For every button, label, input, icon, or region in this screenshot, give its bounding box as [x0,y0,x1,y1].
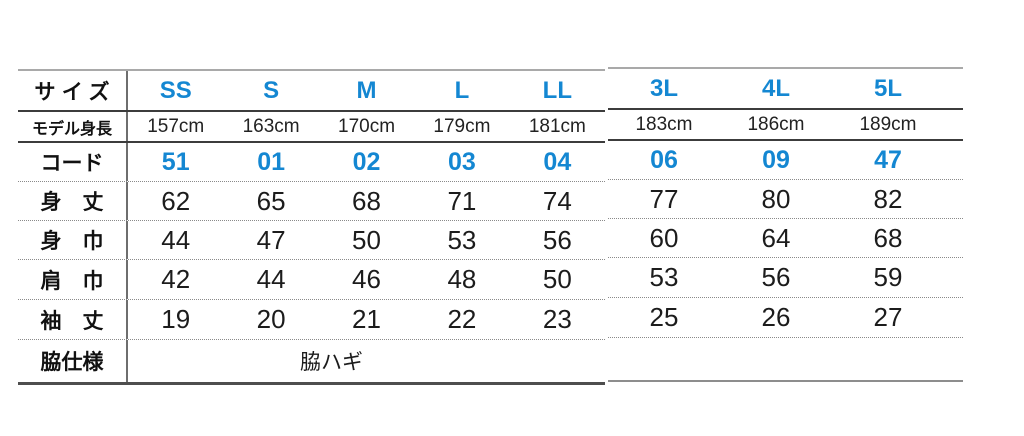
body-width-cell: 50 [352,224,381,255]
sleeve-length-cell: 19 [161,304,191,334]
row-label-shoulder-width: 肩 巾 [18,260,128,299]
model-height-cell: 179cm [433,115,491,137]
size-cell-5l: 5L [873,74,902,102]
code-row-ext: 06 09 47 [608,141,963,180]
code-cell: 51 [161,147,190,176]
side-spec-row-ext [608,338,963,380]
model-height-cell: 163cm [242,115,300,137]
size-cell-ll: LL [542,76,572,104]
size-cell-ss: SS [159,76,192,104]
body-width-cell: 64 [761,222,791,253]
size-chart-main-section: サイズ SS S M L LL モデル身長 157cm 163cm 170cm … [18,69,605,385]
row-label-size: サイズ [18,71,128,110]
row-label-side-spec: 脇仕様 [18,340,128,382]
row-label-body-length: 身 丈 [18,182,128,220]
shoulder-width-cell: 56 [761,262,791,292]
body-length-cell: 80 [761,183,791,214]
body-width-cell: 60 [649,222,679,253]
sleeve-length-row: 袖 丈 19 20 21 22 23 [18,300,605,340]
sleeve-length-cell: 27 [873,302,903,332]
shoulder-width-row-ext: 53 56 59 [608,258,963,298]
sleeve-length-cell: 26 [761,302,791,332]
body-width-row-ext: 60 64 68 [608,219,963,258]
size-chart-extended-section: 3L 4L 5L 183cm 186cm 189cm 06 09 47 77 8… [608,67,963,382]
size-cell-3l: 3L [649,74,678,102]
code-cell: 09 [762,145,790,174]
body-length-cell: 68 [352,185,381,216]
side-spec-value-cell: 脇ハギ [300,351,363,374]
sleeve-length-cell: 23 [542,304,572,334]
size-chart-table: サイズ SS S M L LL モデル身長 157cm 163cm 170cm … [18,67,963,385]
code-cell: 03 [448,147,476,176]
size-cell-m: M [356,76,377,104]
model-height-cell: 186cm [747,113,805,135]
body-width-cell: 53 [447,224,477,255]
sleeve-length-cell: 22 [447,304,477,334]
code-row: コード 51 01 02 03 04 [18,143,605,182]
size-cell-l: L [454,76,470,104]
body-length-cell: 62 [161,185,191,216]
body-width-cell: 47 [256,224,286,255]
body-width-cell: 68 [873,222,903,253]
body-length-cell: 71 [447,185,477,216]
shoulder-width-cell: 44 [256,264,286,294]
model-height-cell: 189cm [859,113,917,135]
size-header-row-ext: 3L 4L 5L [608,69,963,110]
sleeve-length-cell: 21 [352,304,381,334]
model-height-row-ext: 183cm 186cm 189cm [608,110,963,141]
row-label-code: コード [18,143,128,181]
size-header-row: サイズ SS S M L LL [18,71,605,112]
row-label-body-width: 身 巾 [18,221,128,259]
code-cell: 01 [257,147,286,176]
shoulder-width-cell: 59 [873,262,903,292]
body-length-cell: 65 [256,185,286,216]
model-height-row: モデル身長 157cm 163cm 170cm 179cm 181cm [18,112,605,143]
shoulder-width-cell: 53 [649,262,679,292]
body-width-row: 身 巾 44 47 50 53 56 [18,221,605,260]
sleeve-length-cell: 25 [649,302,679,332]
body-length-cell: 74 [542,185,572,216]
shoulder-width-cell: 46 [352,264,381,294]
body-length-row: 身 丈 62 65 68 71 74 [18,182,605,221]
shoulder-width-cell: 50 [542,264,572,294]
body-length-cell: 82 [873,183,903,214]
code-cell: 02 [352,147,381,176]
code-cell: 04 [543,147,572,176]
body-length-row-ext: 77 80 82 [608,180,963,219]
body-width-cell: 44 [161,224,191,255]
model-height-cell: 181cm [528,115,586,137]
body-width-cell: 56 [542,224,572,255]
code-cell: 47 [874,145,902,174]
row-label-model-height: モデル身長 [18,112,128,141]
size-cell-4l: 4L [761,74,790,102]
size-cell-s: S [263,76,280,104]
code-cell: 06 [650,145,678,174]
shoulder-width-cell: 48 [447,264,477,294]
shoulder-width-row: 肩 巾 42 44 46 48 50 [18,260,605,300]
model-height-cell: 183cm [635,113,693,135]
row-label-sleeve-length: 袖 丈 [18,300,128,339]
side-spec-row: 脇仕様 脇ハギ [18,340,605,382]
sleeve-length-row-ext: 25 26 27 [608,298,963,338]
model-height-cell: 157cm [147,115,205,137]
body-length-cell: 77 [649,183,679,214]
sleeve-length-cell: 20 [256,304,286,334]
shoulder-width-cell: 42 [161,264,191,294]
model-height-cell: 170cm [338,115,396,137]
